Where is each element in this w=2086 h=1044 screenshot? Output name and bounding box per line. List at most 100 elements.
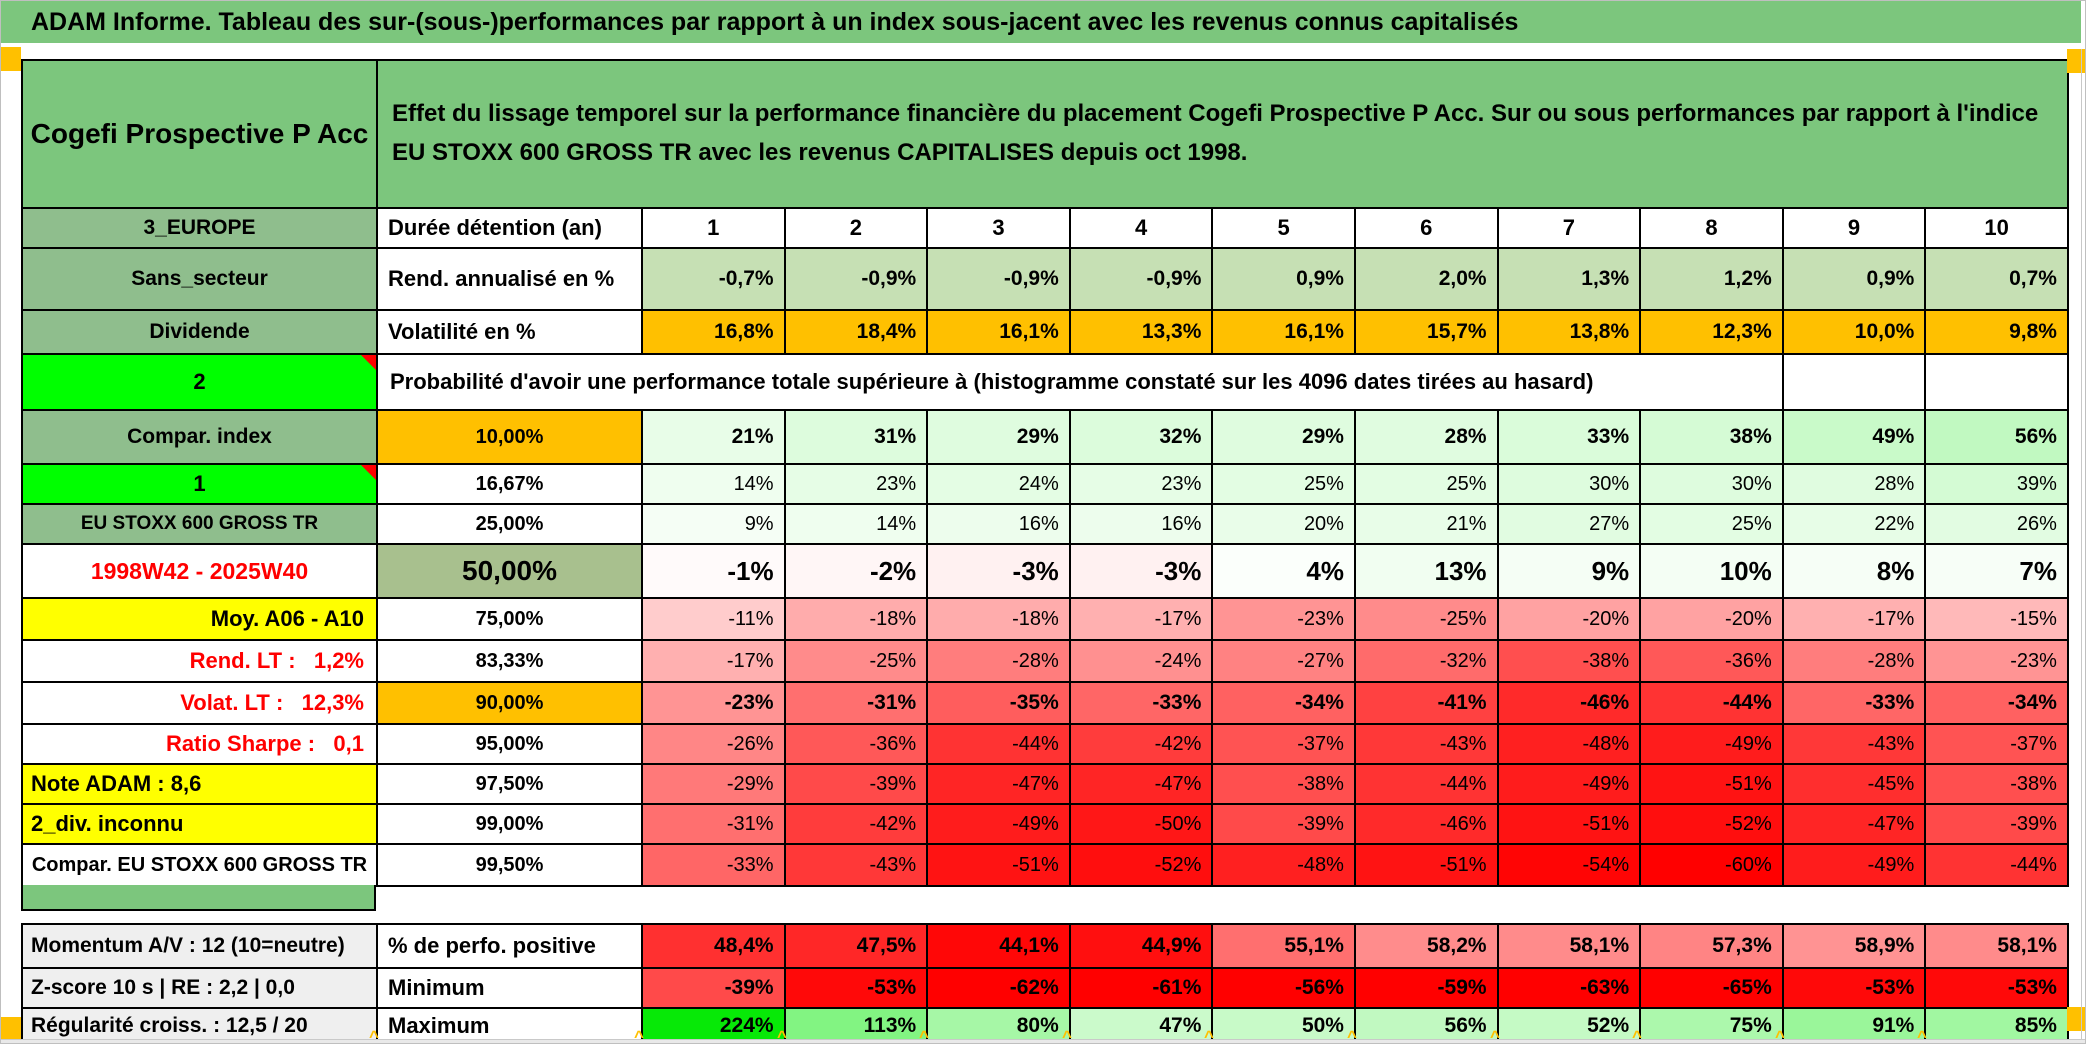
probability-value-cell[interactable]: -51% bbox=[928, 845, 1071, 887]
probability-value-cell[interactable]: -20% bbox=[1498, 599, 1642, 641]
stat-value-cell[interactable]: 44,9% bbox=[1070, 925, 1214, 969]
label-cell[interactable]: 1 bbox=[23, 465, 378, 505]
probability-value-cell[interactable]: -41% bbox=[1355, 683, 1499, 725]
stat-value-cell[interactable]: -62% bbox=[928, 969, 1071, 1009]
holding-period-cell[interactable]: 6 bbox=[1355, 209, 1499, 249]
stat-value-cell[interactable]: -39% bbox=[643, 969, 786, 1009]
probability-value-cell[interactable]: 25% bbox=[1213, 465, 1356, 505]
probability-value-cell[interactable]: 26% bbox=[1926, 505, 2069, 545]
annualized-return-cell[interactable]: 2,0% bbox=[1355, 249, 1499, 311]
volatility-cell[interactable]: 13,3% bbox=[1070, 311, 1214, 355]
empty-cell[interactable] bbox=[1926, 355, 2069, 411]
probability-value-cell[interactable]: 25% bbox=[1355, 465, 1499, 505]
probability-value-cell[interactable]: -35% bbox=[928, 683, 1071, 725]
volatility-cell[interactable]: 15,7% bbox=[1355, 311, 1499, 355]
probability-value-cell[interactable]: 49% bbox=[1783, 411, 1927, 465]
probability-value-cell[interactable]: 14% bbox=[643, 465, 786, 505]
stat-value-cell[interactable]: -56% bbox=[1213, 969, 1356, 1009]
probability-value-cell[interactable]: -50% bbox=[1070, 805, 1214, 845]
threshold-cell[interactable]: 95,00% bbox=[378, 725, 643, 765]
threshold-cell[interactable]: 16,67% bbox=[378, 465, 643, 505]
probability-value-cell[interactable]: -25% bbox=[1355, 599, 1499, 641]
probability-value-cell[interactable]: -25% bbox=[785, 641, 929, 683]
annualized-return-cell[interactable]: -0,9% bbox=[1070, 249, 1214, 311]
probability-value-cell[interactable]: 23% bbox=[785, 465, 929, 505]
probability-value-cell[interactable]: -31% bbox=[785, 683, 929, 725]
probability-value-cell[interactable]: 14% bbox=[785, 505, 929, 545]
probability-value-cell[interactable]: -60% bbox=[1641, 845, 1784, 887]
stat-metric-cell[interactable]: % de perfo. positive bbox=[378, 925, 643, 969]
metric-cell[interactable]: Volatilité en % bbox=[378, 311, 643, 355]
annualized-return-cell[interactable]: 1,3% bbox=[1498, 249, 1642, 311]
stat-value-cell[interactable]: 48,4% bbox=[643, 925, 786, 969]
annualized-return-cell[interactable]: -0,9% bbox=[785, 249, 929, 311]
probability-value-cell[interactable]: -49% bbox=[1783, 845, 1927, 887]
probability-value-cell[interactable]: 56% bbox=[1926, 411, 2069, 465]
annualized-return-cell[interactable]: -0,7% bbox=[643, 249, 786, 311]
metric-cell[interactable]: Durée détention (an) bbox=[378, 209, 643, 249]
probability-value-cell[interactable]: 27% bbox=[1498, 505, 1642, 545]
probability-value-cell[interactable]: -46% bbox=[1355, 805, 1499, 845]
holding-period-cell[interactable]: 4 bbox=[1070, 209, 1214, 249]
label-cell[interactable]: Moy. A06 - A10 bbox=[23, 599, 378, 641]
probability-value-cell[interactable]: -38% bbox=[1213, 765, 1356, 805]
stat-value-cell[interactable]: 58,2% bbox=[1355, 925, 1499, 969]
stat-value-cell[interactable]: 91% bbox=[1783, 1009, 1927, 1043]
label-cell[interactable]: Rend. LT : 1,2% bbox=[23, 641, 378, 683]
volatility-cell[interactable]: 16,1% bbox=[928, 311, 1071, 355]
stat-value-cell[interactable]: 44,1% bbox=[928, 925, 1071, 969]
stat-metric-cell[interactable]: Minimum bbox=[378, 969, 643, 1009]
annualized-return-cell[interactable]: 1,2% bbox=[1641, 249, 1784, 311]
threshold-cell[interactable]: 90,00% bbox=[378, 683, 643, 725]
probability-value-cell[interactable]: -42% bbox=[785, 805, 929, 845]
volatility-cell[interactable]: 12,3% bbox=[1641, 311, 1784, 355]
probability-value-cell[interactable]: -38% bbox=[1498, 641, 1642, 683]
probability-value-cell[interactable]: -47% bbox=[928, 765, 1071, 805]
stat-value-cell[interactable]: -53% bbox=[1783, 969, 1927, 1009]
stat-metric-cell[interactable]: Maximum bbox=[378, 1009, 643, 1043]
probability-value-cell[interactable]: 25% bbox=[1641, 505, 1784, 545]
annualized-return-cell[interactable]: -0,9% bbox=[928, 249, 1071, 311]
probability-value-cell[interactable]: 38% bbox=[1641, 411, 1784, 465]
stat-value-cell[interactable]: 75% bbox=[1641, 1009, 1784, 1043]
probability-value-cell[interactable]: 13% bbox=[1355, 545, 1499, 599]
probability-value-cell[interactable]: 9% bbox=[643, 505, 786, 545]
probability-value-cell[interactable]: -36% bbox=[1641, 641, 1784, 683]
probability-value-cell[interactable]: -28% bbox=[928, 641, 1071, 683]
probability-value-cell[interactable]: -47% bbox=[1783, 805, 1927, 845]
probability-value-cell[interactable]: -45% bbox=[1783, 765, 1927, 805]
stat-value-cell[interactable]: -65% bbox=[1641, 969, 1784, 1009]
label-cell[interactable]: Volat. LT : 12,3% bbox=[23, 683, 378, 725]
probability-value-cell[interactable]: 21% bbox=[643, 411, 786, 465]
probability-value-cell[interactable]: -44% bbox=[928, 725, 1071, 765]
empty-cell[interactable] bbox=[1783, 355, 1927, 411]
probability-value-cell[interactable]: -46% bbox=[1498, 683, 1642, 725]
stat-value-cell[interactable]: 80% bbox=[928, 1009, 1071, 1043]
stat-value-cell[interactable]: 55,1% bbox=[1213, 925, 1356, 969]
stat-value-cell[interactable]: -59% bbox=[1355, 969, 1499, 1009]
stat-label-cell[interactable]: Momentum A/V : 12 (10=neutre) bbox=[23, 925, 378, 969]
probability-value-cell[interactable]: 4% bbox=[1213, 545, 1356, 599]
holding-period-cell[interactable]: 5 bbox=[1213, 209, 1356, 249]
threshold-cell[interactable]: 75,00% bbox=[378, 599, 643, 641]
stat-value-cell[interactable]: -61% bbox=[1070, 969, 1214, 1009]
threshold-cell[interactable]: 99,00% bbox=[378, 805, 643, 845]
probability-value-cell[interactable]: -52% bbox=[1641, 805, 1784, 845]
probability-value-cell[interactable]: -27% bbox=[1213, 641, 1356, 683]
probability-value-cell[interactable]: 31% bbox=[785, 411, 929, 465]
label-cell[interactable]: 3_EUROPE bbox=[23, 209, 378, 249]
probability-value-cell[interactable]: -11% bbox=[643, 599, 786, 641]
stat-value-cell[interactable]: 58,1% bbox=[1926, 925, 2069, 969]
probability-value-cell[interactable]: 30% bbox=[1498, 465, 1642, 505]
label-cell[interactable]: 2_div. inconnu bbox=[23, 805, 378, 845]
probability-value-cell[interactable]: -20% bbox=[1641, 599, 1784, 641]
probability-value-cell[interactable]: -34% bbox=[1926, 683, 2069, 725]
stat-value-cell[interactable]: -63% bbox=[1498, 969, 1642, 1009]
probability-value-cell[interactable]: -32% bbox=[1355, 641, 1499, 683]
label-cell[interactable]: Note ADAM : 8,6 bbox=[23, 765, 378, 805]
annualized-return-cell[interactable]: 0,7% bbox=[1926, 249, 2069, 311]
probability-value-cell[interactable]: 21% bbox=[1355, 505, 1499, 545]
stat-value-cell[interactable]: 224% bbox=[643, 1009, 786, 1043]
probability-value-cell[interactable]: -23% bbox=[1926, 641, 2069, 683]
label-cell[interactable]: Compar. EU STOXX 600 GROSS TR bbox=[23, 845, 378, 887]
